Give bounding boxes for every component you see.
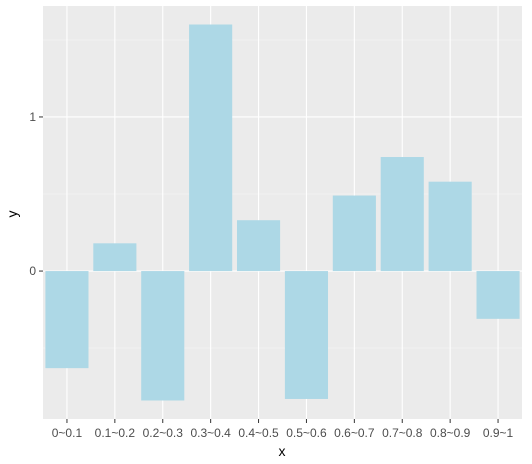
- bar: [45, 271, 89, 369]
- x-axis-title: x: [279, 443, 286, 459]
- bar: [93, 243, 137, 272]
- bars: [45, 24, 520, 401]
- bar: [332, 195, 376, 272]
- x-tick-label: 0.8~0.9: [430, 426, 471, 440]
- y-tick-label: 1: [29, 110, 36, 124]
- bar: [189, 24, 233, 272]
- bar: [141, 271, 185, 401]
- bar: [284, 271, 329, 399]
- bar: [428, 181, 472, 272]
- bar: [476, 271, 520, 319]
- x-tick-label: 0.5~0.6: [286, 426, 327, 440]
- x-tick-label: 0.7~0.8: [382, 426, 423, 440]
- y-tick-label: 0: [29, 264, 36, 278]
- x-tick-label: 0.9~1: [483, 426, 514, 440]
- axis-ticks: 0 1 0~0.1 0.1~0.2 0.2~0.3 0.3~0.4 0.4~0.5 0.5~0…: [29, 110, 513, 440]
- bar: [236, 220, 281, 272]
- bar: [380, 157, 424, 272]
- x-tick-label: 0.2~0.3: [143, 426, 184, 440]
- x-tick-label: 0.6~0.7: [334, 426, 375, 440]
- x-tick-label: 0.1~0.2: [95, 426, 136, 440]
- x-tick-label: 0.4~0.5: [238, 426, 279, 440]
- x-tick-label: 0~0.1: [52, 426, 83, 440]
- y-axis-title: y: [4, 211, 20, 218]
- x-tick-label: 0.3~0.4: [190, 426, 231, 440]
